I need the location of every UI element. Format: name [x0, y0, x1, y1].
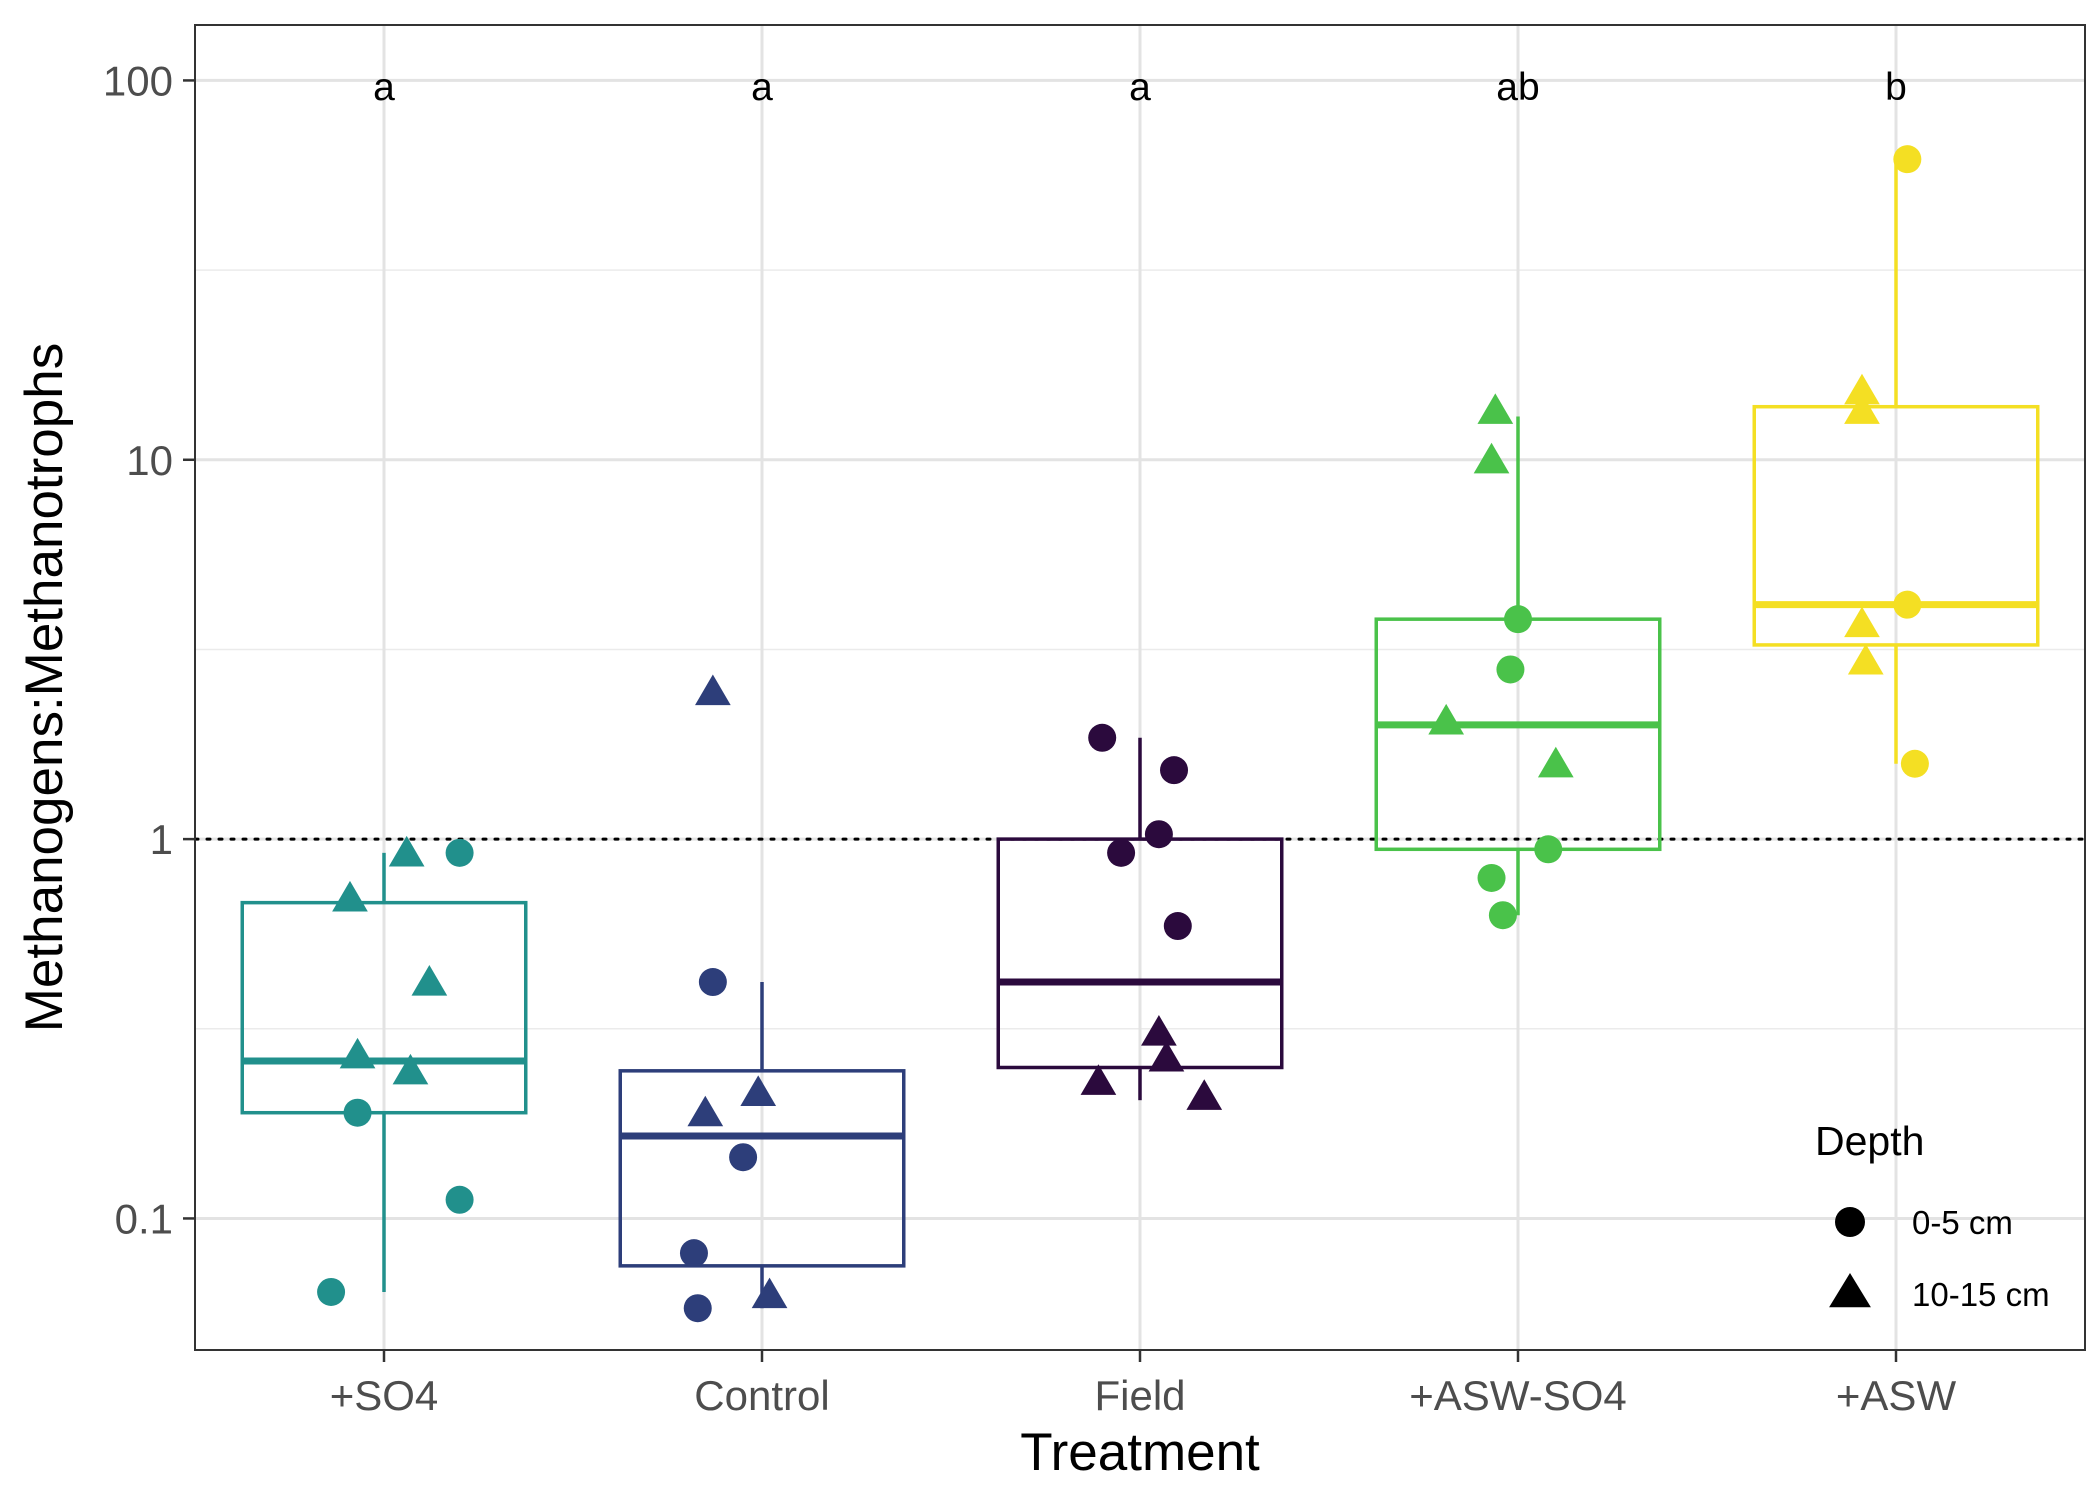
data-point-triangle	[1847, 643, 1884, 675]
legend-label-10-15cm: 10-15 cm	[1912, 1276, 2050, 1313]
data-point-triangle	[1148, 1040, 1185, 1072]
data-point-circle	[1088, 723, 1117, 752]
data-point-triangle	[392, 1053, 429, 1085]
data-point-circle	[445, 838, 474, 867]
data-point-triangle	[1844, 606, 1880, 638]
box-+ASW-SO4	[1374, 416, 1662, 916]
data-point-triangle	[1080, 1064, 1117, 1095]
data-point-triangle	[1844, 393, 1880, 424]
data-point-circle	[343, 1098, 372, 1127]
box-layer	[240, 159, 2040, 1309]
data-point-circle	[317, 1277, 346, 1306]
data-point-circle	[698, 968, 727, 997]
legend-triangle-symbol	[1829, 1273, 1871, 1308]
box-+SO4	[240, 852, 528, 1292]
data-point-circle	[683, 1294, 712, 1323]
x-tick-label: Control	[694, 1372, 829, 1419]
data-point-circle	[729, 1143, 758, 1172]
data-point-triangle	[751, 1277, 788, 1309]
data-point-triangle	[687, 1095, 724, 1127]
legend-circle-symbol	[1835, 1207, 1865, 1237]
y-axis-title: Methanogens:Methanotrophs	[15, 343, 74, 1032]
data-point-triangle	[332, 880, 368, 912]
axes: 0.1 1 10 100 +SO4 Control Field +ASW-SO4 +ASW	[103, 57, 1957, 1419]
significance-letters: a a a ab b	[373, 66, 1907, 109]
data-point-triangle	[339, 1037, 376, 1069]
significance-letter: ab	[1496, 66, 1539, 109]
y-tick-label: 100	[103, 57, 173, 104]
x-tick-label: +SO4	[330, 1372, 439, 1419]
box-Field	[996, 737, 1284, 1101]
box-iqr	[996, 837, 1284, 1070]
point-layer	[317, 145, 1929, 1323]
y-tick-label: 1	[150, 816, 173, 863]
data-point-triangle	[1186, 1079, 1223, 1110]
data-point-triangle	[695, 674, 731, 706]
y-tick-label: 0.1	[115, 1195, 173, 1242]
data-point-circle	[1504, 605, 1532, 634]
data-point-circle	[679, 1239, 708, 1268]
data-point-circle	[1893, 145, 1922, 174]
data-point-circle	[1893, 590, 1922, 619]
significance-letter: a	[1129, 66, 1151, 109]
box-iqr	[240, 900, 528, 1115]
data-point-circle	[1107, 838, 1136, 867]
data-point-triangle	[1844, 373, 1880, 405]
grid-lines	[195, 25, 2085, 1350]
data-point-triangle	[1477, 393, 1514, 424]
box-iqr	[1752, 404, 2040, 647]
data-point-circle	[1488, 901, 1517, 930]
x-axis-title: Treatment	[1020, 1423, 1260, 1482]
data-point-circle	[445, 1185, 474, 1214]
data-point-triangle	[740, 1075, 777, 1106]
data-point-circle	[1496, 655, 1525, 684]
legend-title: Depth	[1815, 1118, 1924, 1164]
data-point-triangle	[411, 965, 448, 996]
data-point-circle	[1900, 749, 1929, 778]
x-tick-label: +ASW-SO4	[1409, 1372, 1626, 1419]
data-point-circle	[1163, 912, 1192, 941]
data-point-triangle	[1537, 746, 1574, 778]
significance-letter: a	[751, 66, 773, 109]
data-point-triangle	[1473, 442, 1510, 474]
x-tick-label: +ASW	[1836, 1372, 1957, 1419]
significance-letter: b	[1885, 66, 1907, 109]
data-point-triangle	[388, 835, 425, 867]
data-point-triangle	[1141, 1015, 1177, 1046]
data-point-circle	[1477, 863, 1506, 892]
data-point-circle	[1144, 820, 1173, 849]
y-tick-label: 10	[126, 437, 173, 484]
significance-letter: a	[373, 66, 395, 109]
legend: Depth 0-5 cm 10-15 cm	[1815, 1118, 2050, 1313]
box-iqr	[618, 1069, 906, 1268]
data-point-circle	[1534, 835, 1563, 864]
data-point-triangle	[1428, 703, 1465, 735]
legend-label-0-5cm: 0-5 cm	[1912, 1204, 2013, 1241]
data-point-circle	[1160, 756, 1189, 785]
x-tick-label: Field	[1094, 1372, 1185, 1419]
